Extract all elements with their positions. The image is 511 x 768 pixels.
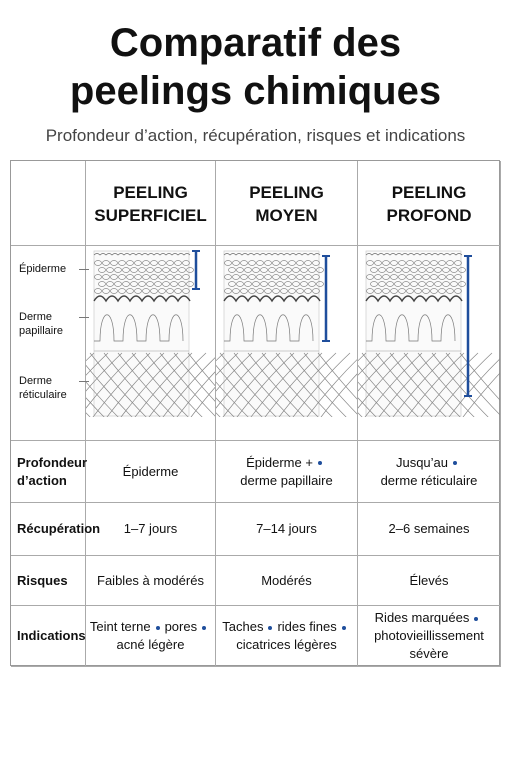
cell-text: rides fines (277, 619, 337, 634)
table-cell: Teint terne pores acné légère (86, 606, 216, 667)
cell-text: Taches (222, 619, 264, 634)
cell-text: Élevés (409, 572, 449, 588)
skin-diagram (86, 250, 215, 440)
layer-label-line: réticulaire (19, 389, 67, 401)
cell-text: 1–7 jours (123, 521, 178, 536)
title-line: peelings chimiques (69, 69, 442, 113)
cell-text: derme papillaire (240, 472, 333, 488)
row-label-line: Récupération (17, 521, 101, 536)
cell-line: Élevés (409, 572, 448, 590)
table-cell: Rides marquées photovieillissement sévère (358, 606, 501, 667)
bullet (341, 625, 346, 630)
cell-line: Taches rides fines (222, 618, 350, 636)
layer-label: Derme réticulaire (19, 374, 89, 402)
cell-line: Modérés (261, 572, 312, 590)
table-cell: Épiderme (86, 441, 216, 503)
cell-line: acné légère (117, 636, 185, 654)
bullet (268, 625, 273, 630)
diagram-cell (358, 246, 501, 441)
layer-label-line: Derme (19, 311, 53, 323)
comparison-table: PEELING SUPERFICIEL PEELING MOYEN PEELING PRO… (10, 160, 501, 667)
cell-text: Modérés (261, 572, 312, 588)
skin-layers (358, 250, 500, 422)
header-line: SUPERFICIEL (94, 206, 207, 225)
cell-text: 7–14 jours (256, 521, 317, 536)
cell-line: 7–14 jours (256, 520, 317, 538)
bullet (155, 625, 160, 630)
layer-label-line: papillaire (19, 325, 64, 337)
skin-layers (86, 250, 215, 422)
cell-line: cicatrices légères (236, 636, 336, 654)
cell-text: derme réticulaire (380, 472, 478, 488)
layer-label: Épiderme (19, 262, 90, 276)
cell-line: Teint terne pores (90, 618, 211, 636)
layer-label: Derme papillaire (19, 310, 90, 338)
table-cell: 2–6 semaines (358, 503, 501, 556)
table-cell: Taches rides fines cicatrices légères (216, 606, 358, 667)
skin-diagram (358, 250, 500, 440)
header-line: PEELING (113, 183, 188, 202)
cell-text: 2–6 semaines (388, 521, 470, 536)
table-cell: 7–14 jours (216, 503, 358, 556)
cell-text: photovieillissement sévère (374, 628, 484, 661)
row-label: Profondeur d’action (11, 441, 88, 503)
cell-line: Faibles à modérés (97, 572, 204, 590)
cell-text: Rides marquées (374, 610, 470, 625)
cell-line: Jusqu’au (396, 454, 462, 472)
cell-line: photovieillissement sévère (358, 627, 500, 663)
skin-layers (216, 250, 357, 422)
layer-label-line: Derme (19, 375, 53, 387)
cell-text: pores (164, 619, 198, 634)
bullet (202, 625, 207, 630)
header-line: PROFOND (386, 206, 472, 225)
row-label-line: Indications (17, 628, 86, 643)
cell-line: Épiderme (123, 463, 179, 481)
column-header: PEELING SUPERFICIEL (86, 161, 216, 246)
header-line: MOYEN (255, 206, 318, 225)
table-cell: 1–7 jours (86, 503, 216, 556)
cell-line: derme réticulaire (381, 472, 478, 490)
corner-cell (11, 161, 86, 246)
row-label-line: Profondeur (17, 454, 88, 470)
cell-line: Épiderme + (246, 454, 327, 472)
table-cell: Épiderme + derme papillaire (216, 441, 358, 503)
cell-text: Épiderme (122, 463, 179, 479)
table-cell: Modérés (216, 556, 358, 606)
cell-text: Épiderme + (246, 454, 313, 470)
column-header: PEELING PROFOND (358, 161, 501, 246)
title-line: Comparatif des (109, 21, 402, 65)
bullet (474, 616, 479, 621)
bullet (317, 461, 322, 466)
table-cell: Faibles à modérés (86, 556, 216, 606)
subtitle: Profondeur d’action, récupération, risqu… (45, 126, 466, 145)
row-label: Récupération (11, 503, 100, 556)
cell-line: derme papillaire (240, 472, 333, 490)
cell-line: 2–6 semaines (389, 520, 470, 538)
skin-diagram (216, 250, 357, 440)
layer-label-line: Épiderme (19, 263, 67, 275)
row-label-line: d’action (17, 472, 67, 488)
row-label-line: Risques (17, 572, 68, 588)
bullet (453, 461, 458, 466)
diagram-cell (216, 246, 358, 441)
table-cell: Élevés (358, 556, 501, 606)
cell-text: Teint terne (89, 619, 151, 634)
layer-label-cell: Épiderme Derme papillaire Derme réticulaire (11, 246, 90, 441)
header-line: PEELING (391, 183, 467, 202)
row-label: Risques (11, 556, 86, 606)
cell-text: Faibles à modérés (97, 572, 204, 588)
cell-text: acné légère (116, 637, 185, 652)
column-header: PEELING MOYEN (216, 161, 358, 246)
header-line: PEELING (249, 183, 324, 202)
cell-line: Rides marquées (375, 609, 484, 627)
cell-text: Jusqu’au (395, 454, 449, 470)
diagram-cell (86, 246, 216, 441)
cell-text: cicatrices légères (236, 637, 337, 652)
row-label: Indications (11, 606, 86, 667)
cell-line: 1–7 jours (124, 520, 177, 538)
table-cell: Jusqu’au derme réticulaire (358, 441, 501, 503)
